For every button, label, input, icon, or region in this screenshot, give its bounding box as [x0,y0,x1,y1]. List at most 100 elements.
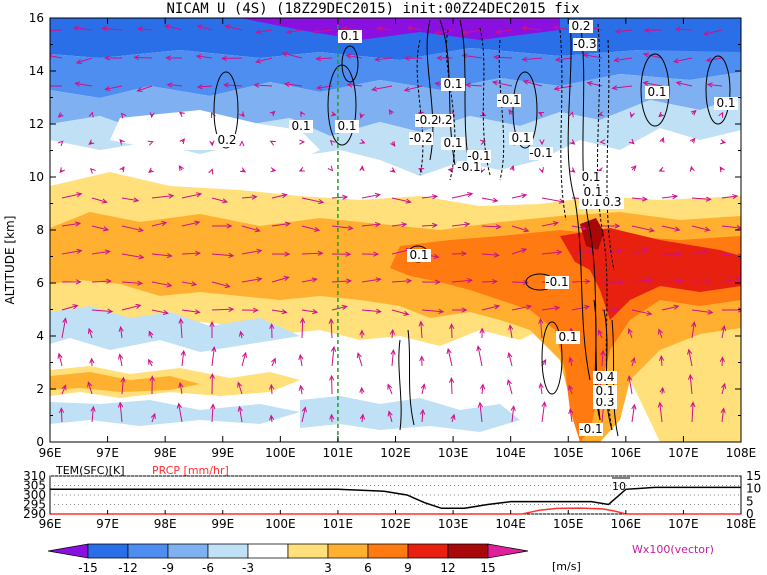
wind-vector [121,253,144,259]
wind-vector [407,27,423,31]
wind-vector-head [327,165,334,172]
contour-label-bg [335,120,359,133]
wind-vector [196,55,213,59]
x-tick-label: 107E [668,446,699,460]
wind-vector-head [523,227,530,233]
contour-label: -0.3 [573,37,596,51]
wind-vector [151,222,167,227]
wind-vector-head [732,193,739,200]
contour-label: -0.2 [409,131,432,145]
wind-vector-head [507,351,513,359]
wind-vector [481,197,498,202]
wind-vector-head [627,327,633,335]
wind-vector-head [346,82,353,88]
wind-vector [496,29,513,33]
colorbar-segment [207,543,249,559]
wind-vector-head [647,277,654,283]
wind-vector-head [584,304,591,310]
wind-vector-head [166,82,173,88]
x-tick-label: 105E [553,446,584,460]
wind-vector-head [387,383,393,390]
wind-vector [481,280,497,283]
wind-vector-head [106,278,112,284]
wind-vector [541,197,564,203]
wind-vector-head [646,310,653,316]
wind-vector-head [436,55,443,61]
wind-vector-head [479,327,485,334]
contour-label-bg [441,137,465,150]
wind-vector [673,57,693,63]
vector-scale-label: Wx100(vector) [632,543,714,556]
wind-vector-head [90,167,96,174]
wind-vector-head [149,112,155,119]
wind-vector [583,54,603,59]
wind-vector [601,249,622,255]
wind-vector [119,354,123,367]
wind-vector-head [616,248,623,254]
wind-vector [119,402,123,423]
wind-vector [87,382,93,395]
wind-vector [331,280,351,283]
wind-vector-head [704,226,711,232]
temperature-axis-label: TEM(SFC)[K] [55,464,125,477]
wind-vector [571,249,595,255]
wind-vector-head [284,221,292,227]
wind-vector-head [359,386,365,393]
wind-vector-head [89,357,95,364]
precipitation-tick-label: 0 [746,507,754,521]
wind-vector-head [371,86,378,92]
surface-temperature-line [50,486,741,510]
x-tick-label: 97E [96,446,119,460]
contour-label-bg [289,120,313,133]
wind-vector-head [209,140,215,147]
wind-vector-head [194,220,201,226]
wind-vector [181,193,202,199]
contour-ellipse [705,55,731,125]
wind-vector-head [495,29,502,35]
wind-vector-head [255,58,262,64]
wind-vector-head [374,56,381,62]
panel-x-tick-label: 102E [380,517,411,531]
wind-vector [554,85,573,90]
wind-vector-head [556,249,563,256]
colorbar-tick-label: 6 [364,561,372,575]
wind-vector [721,253,741,257]
wind-vector-head [641,196,648,202]
colorbar-segment [327,543,369,559]
wind-vector-head [736,276,741,282]
wind-vector-head [630,165,637,171]
wind-vector-head [492,197,499,203]
wind-vector [178,403,183,423]
wind-vector-head [269,414,275,421]
wind-vector-head [254,227,261,233]
wind-vector [331,347,335,367]
wind-vector [450,378,453,395]
contour-label-bg [593,396,617,409]
contour-label: 0.2 [217,133,236,147]
temperature-tick-label: 290 [23,507,46,521]
wind-vector-head [271,357,276,364]
wind-vector [523,80,543,87]
wind-vector-head [449,323,455,330]
wind-vector [451,223,470,227]
colorbar: -15 -12 -9 -6 -3 3 6 9 12 15 [47,543,529,575]
wind-vector [313,29,333,33]
y-tick-label: 4 [36,329,44,343]
wind-vector [721,277,741,283]
wind-vector [703,29,723,35]
wind-vector [541,307,560,311]
contour-label: 0.1 [340,29,359,43]
wind-vector-head [166,282,173,288]
wind-vector-head [329,413,335,420]
wind-vector [721,195,738,199]
wind-vector-head [178,381,184,388]
wind-vector-head [466,277,473,284]
upper-band-mid [50,48,741,98]
wind-vector-head [268,383,275,390]
wind-vector-head [330,111,337,117]
wind-vector [571,225,587,230]
wind-vector [301,318,304,339]
wind-vector-head [390,140,396,147]
wind-vector-head [521,193,528,199]
